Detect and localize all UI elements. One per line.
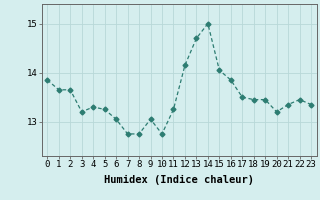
X-axis label: Humidex (Indice chaleur): Humidex (Indice chaleur) <box>104 175 254 185</box>
